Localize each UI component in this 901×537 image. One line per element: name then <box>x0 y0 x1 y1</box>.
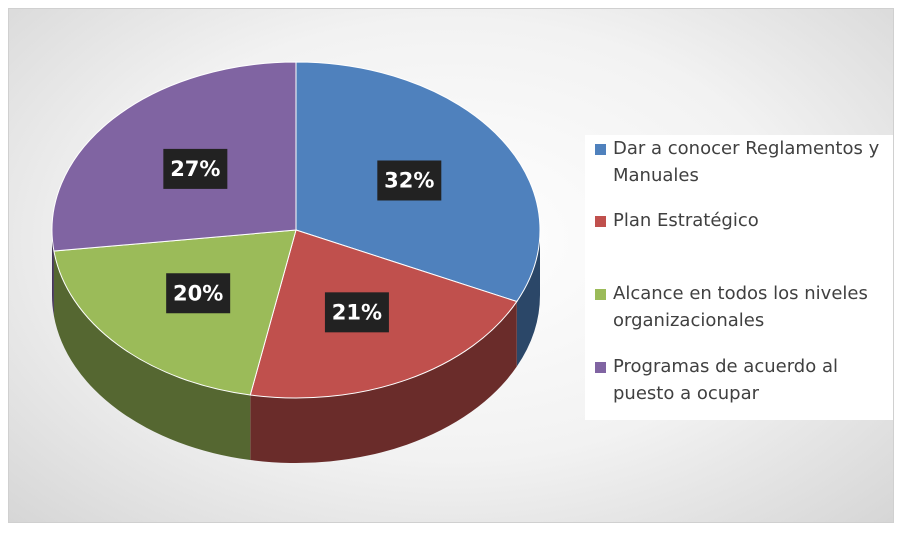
data-label: 32% <box>384 168 434 192</box>
slice-side <box>52 230 54 317</box>
data-label: 20% <box>173 281 223 305</box>
legend-item: Programas de acuerdo al puesto a ocupar <box>595 353 885 407</box>
legend-swatch <box>595 362 606 373</box>
slice-side <box>516 230 540 367</box>
legend-swatch <box>595 216 606 227</box>
legend-item: Alcance en todos los niveles organizacio… <box>595 280 885 334</box>
data-label: 21% <box>332 300 382 324</box>
legend-item: Dar a conocer Reglamentos y Manuales <box>595 135 885 189</box>
legend-label: Alcance en todos los niveles organizacio… <box>613 283 868 331</box>
label-box <box>163 148 228 189</box>
legend-label: Dar a conocer Reglamentos y Manuales <box>613 138 880 186</box>
legend: Dar a conocer Reglamentos y Manuales Plan… <box>585 135 893 420</box>
legend-swatch <box>595 144 606 155</box>
label-box <box>166 273 231 314</box>
slice-side <box>53 251 251 461</box>
label-box <box>324 292 389 333</box>
legend-label: Programas de acuerdo al puesto a ocupar <box>613 356 838 404</box>
legend-item: Plan Estratégico <box>595 207 885 234</box>
data-label: 27% <box>170 157 220 181</box>
legend-label: Plan Estratégico <box>613 210 759 231</box>
slice-side <box>250 301 517 463</box>
label-box <box>377 160 442 201</box>
legend-swatch <box>595 289 606 300</box>
